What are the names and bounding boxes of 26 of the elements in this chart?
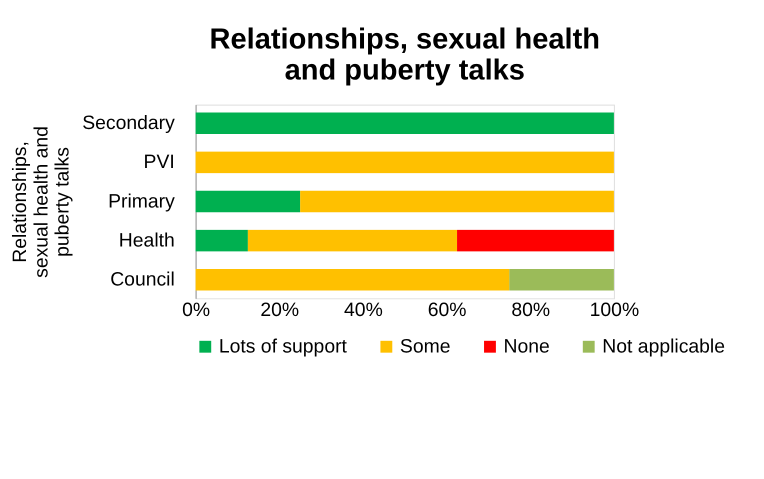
y-tick-label: Secondary <box>82 112 176 134</box>
y-tick-label: PVI <box>144 151 175 174</box>
bar <box>300 190 614 212</box>
bar <box>509 268 614 290</box>
bar <box>196 230 248 252</box>
legend-label: Some <box>400 336 450 358</box>
x-tick-label: 20% <box>260 299 300 322</box>
y-tick-label: Council <box>110 268 175 291</box>
x-tick-label: 80% <box>511 299 550 322</box>
x-tick-label: 100% <box>590 299 640 322</box>
legend-label: None <box>504 336 550 358</box>
x-tick-label: 60% <box>428 299 466 322</box>
y-tick-label: Primary <box>108 190 176 212</box>
bar <box>196 190 300 212</box>
bar <box>196 268 510 290</box>
legend-label: Not applicable <box>602 336 725 358</box>
bar <box>196 112 614 134</box>
bar <box>196 152 614 174</box>
x-tick-label: 40% <box>344 299 383 322</box>
y-axis-title: Relationships, sexual health and puberty talks <box>9 126 74 278</box>
chart-title: Relationships, sexual health and puberty talks <box>210 24 600 86</box>
x-tick-label: 0% <box>182 299 210 322</box>
bar <box>457 230 614 252</box>
y-tick-label: Health <box>118 229 175 252</box>
legend-label: Lots of support <box>218 336 348 358</box>
bar <box>248 230 458 252</box>
